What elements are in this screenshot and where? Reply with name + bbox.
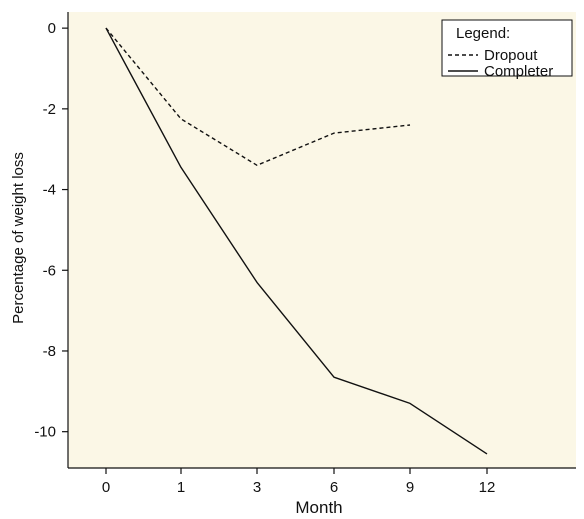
x-tick-label: 3 <box>253 479 261 496</box>
x-axis-ticks: 0 1 3 6 9 12 <box>102 468 496 496</box>
y-tick-label: -6 <box>43 262 56 279</box>
y-tick-label: 0 <box>48 20 56 37</box>
series-line-dropout <box>105 27 411 167</box>
x-tick-label: 1 <box>177 479 185 496</box>
series-layer <box>105 27 488 455</box>
y-tick-label: -4 <box>43 182 56 199</box>
legend-label-dropout: Dropout <box>484 47 538 64</box>
x-tick-label: 12 <box>479 479 496 496</box>
y-axis-label: Percentage of weight loss <box>10 152 27 324</box>
y-tick-label: -8 <box>43 343 56 360</box>
x-tick-label: 0 <box>102 479 110 496</box>
x-tick-label: 9 <box>406 479 414 496</box>
y-axis-ticks: 0 -2 -4 -6 -8 -10 <box>34 20 68 441</box>
y-tick-label: -2 <box>43 101 56 118</box>
legend-box <box>441 19 573 77</box>
y-tick-label: -10 <box>34 424 56 441</box>
x-axis-label: Month <box>295 498 342 517</box>
series-line-completer <box>105 27 488 455</box>
plot-area <box>68 12 576 468</box>
legend: Legend: Dropout Completer <box>441 19 573 80</box>
legend-title: Legend: <box>456 25 510 42</box>
legend-label-completer: Completer <box>484 63 553 80</box>
x-tick-label: 6 <box>330 479 338 496</box>
